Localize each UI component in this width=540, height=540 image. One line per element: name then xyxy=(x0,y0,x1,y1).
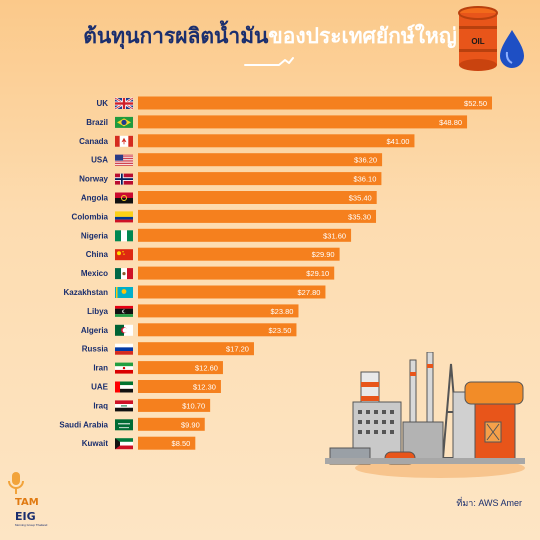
value-label-algeria: $23.50 xyxy=(269,326,292,335)
value-label-colombia: $35.30 xyxy=(348,212,371,221)
value-label-uae: $12.30 xyxy=(193,383,216,392)
category-label-iran: Iran xyxy=(93,364,108,373)
value-label-iraq: $10.70 xyxy=(182,401,205,410)
bar-usa xyxy=(138,153,383,167)
value-label-usa: $36.20 xyxy=(354,156,377,165)
factory-illustration xyxy=(325,352,525,478)
bar-algeria xyxy=(138,323,297,337)
flag-uae-icon xyxy=(115,381,133,393)
value-label-nigeria: $31.60 xyxy=(323,231,346,240)
value-label-canada: $41.00 xyxy=(387,137,410,146)
flag-kazakhstan-icon xyxy=(115,287,133,298)
flag-angola-icon xyxy=(115,192,133,204)
flag-iran-icon xyxy=(115,362,133,374)
bar-brazil xyxy=(138,115,468,129)
flag-usa-icon xyxy=(115,154,133,166)
bar-angola xyxy=(138,191,377,204)
category-label-kuwait: Kuwait xyxy=(82,439,109,448)
category-label-uae: UAE xyxy=(91,383,109,392)
flag-saudi-arabia-icon xyxy=(115,419,133,431)
value-label-russia: $17.20 xyxy=(226,345,249,354)
logo-top-text: TAM xyxy=(15,497,39,508)
bar-uk xyxy=(138,96,492,110)
category-label-saudi-arabia: Saudi Arabia xyxy=(59,420,108,429)
category-label-colombia: Colombia xyxy=(72,212,109,221)
flag-mexico-icon xyxy=(115,268,133,280)
logo-tagline: Morning Group Thailand xyxy=(15,523,48,527)
bar-iran xyxy=(138,361,223,375)
chart-title: ต้นทุนการผลิตน้ำมันของประเทศยักษ์ใหญ่ xyxy=(0,20,540,53)
bar-china xyxy=(138,247,340,261)
flag-brazil-icon xyxy=(115,116,133,128)
logo-bottom-text: EIG xyxy=(15,510,36,523)
category-label-libya: Libya xyxy=(87,307,108,316)
category-label-kazakhstan: Kazakhstan xyxy=(64,288,109,297)
flag-canada-icon xyxy=(115,135,133,147)
category-label-uk: UK xyxy=(96,99,108,108)
value-label-kuwait: $8.50 xyxy=(172,439,191,448)
value-label-saudi-arabia: $9.90 xyxy=(181,420,200,429)
flag-iraq-icon xyxy=(115,400,133,412)
flag-libya-icon xyxy=(115,305,133,317)
category-label-china: China xyxy=(86,250,109,259)
title-part-2: ของประเทศยักษ์ใหญ่ xyxy=(268,24,457,48)
value-label-brazil: $48.80 xyxy=(439,118,462,127)
bar-russia xyxy=(138,342,254,356)
bar-norway xyxy=(138,172,382,186)
flag-uk-icon xyxy=(114,97,134,110)
value-label-kazakhstan: $27.80 xyxy=(297,288,320,297)
category-label-russia: Russia xyxy=(82,345,109,354)
value-label-norway: $36.10 xyxy=(353,175,376,184)
bar-canada xyxy=(138,134,415,148)
flag-kuwait-icon xyxy=(115,438,133,450)
category-label-brazil: Brazil xyxy=(86,118,108,127)
flag-china-icon xyxy=(115,249,133,261)
value-label-china: $29.90 xyxy=(312,250,335,259)
bar-nigeria xyxy=(138,228,352,242)
bar-kuwait xyxy=(138,436,196,450)
flag-nigeria-icon xyxy=(115,230,133,242)
bar-saudi-arabia xyxy=(138,417,205,431)
flag-russia-icon xyxy=(115,343,133,355)
category-label-canada: Canada xyxy=(79,137,108,146)
barrel-label: OIL xyxy=(471,37,484,46)
value-label-libya: $23.80 xyxy=(271,307,294,316)
value-label-angola: $35.40 xyxy=(349,194,372,203)
bar-mexico xyxy=(138,266,335,280)
category-label-norway: Norway xyxy=(79,175,108,184)
trend-arrow-icon xyxy=(244,57,294,66)
bar-kazakhstan xyxy=(138,285,326,299)
value-label-iran: $12.60 xyxy=(195,364,218,373)
value-label-uk: $52.50 xyxy=(464,99,487,108)
category-label-mexico: Mexico xyxy=(81,269,108,278)
flag-algeria-icon xyxy=(115,324,133,336)
flag-colombia-icon xyxy=(115,211,133,223)
bar-uae xyxy=(138,380,221,393)
category-label-iraq: Iraq xyxy=(93,401,108,410)
bar-libya xyxy=(138,304,299,318)
oil-barrel-icon: OIL xyxy=(458,6,524,71)
category-label-algeria: Algeria xyxy=(81,326,109,335)
bar-colombia xyxy=(138,209,377,223)
bar-iraq xyxy=(138,398,211,412)
flag-norway-icon xyxy=(115,173,133,185)
microphone-logo-icon xyxy=(8,472,24,494)
value-label-mexico: $29.10 xyxy=(306,269,329,278)
source-note: ที่มา: AWS Amer xyxy=(456,498,522,508)
category-label-nigeria: Nigeria xyxy=(81,231,109,240)
title-part-1: ต้นทุนการผลิตน้ำมัน xyxy=(83,24,269,48)
category-label-usa: USA xyxy=(91,156,108,165)
category-label-angola: Angola xyxy=(81,194,109,203)
